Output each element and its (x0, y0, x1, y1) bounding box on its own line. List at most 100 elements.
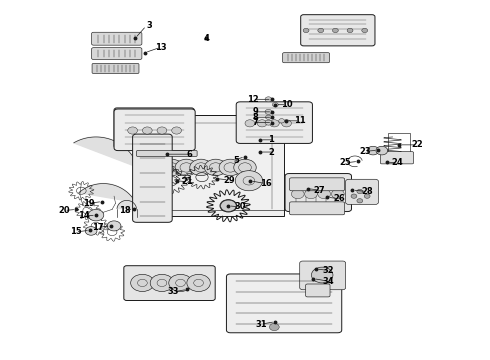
FancyBboxPatch shape (124, 266, 215, 301)
FancyBboxPatch shape (137, 150, 197, 156)
FancyBboxPatch shape (92, 63, 139, 73)
Polygon shape (79, 184, 135, 202)
Circle shape (279, 119, 285, 123)
FancyBboxPatch shape (380, 152, 414, 164)
Text: 5: 5 (233, 156, 239, 165)
FancyBboxPatch shape (92, 32, 142, 45)
Circle shape (376, 146, 388, 155)
Circle shape (187, 274, 210, 292)
Circle shape (235, 171, 263, 191)
Text: 3: 3 (147, 21, 152, 30)
Text: 22: 22 (411, 140, 423, 149)
Text: 6: 6 (186, 150, 192, 159)
FancyBboxPatch shape (283, 53, 330, 63)
Circle shape (88, 210, 104, 221)
Circle shape (220, 200, 236, 212)
FancyBboxPatch shape (157, 116, 284, 216)
Text: 27: 27 (314, 185, 325, 194)
Circle shape (367, 146, 379, 155)
FancyBboxPatch shape (226, 274, 342, 333)
Text: 33: 33 (168, 287, 179, 296)
Polygon shape (117, 201, 137, 208)
Circle shape (318, 189, 331, 199)
FancyBboxPatch shape (133, 134, 172, 222)
Circle shape (265, 109, 272, 114)
Circle shape (219, 159, 242, 176)
Text: 19: 19 (83, 199, 95, 208)
Circle shape (347, 28, 353, 33)
FancyBboxPatch shape (345, 179, 378, 204)
Circle shape (128, 127, 138, 134)
Text: 31: 31 (255, 320, 267, 329)
Text: 17: 17 (92, 223, 103, 232)
Text: 34: 34 (322, 276, 334, 285)
Circle shape (175, 159, 197, 176)
Text: 12: 12 (247, 95, 259, 104)
Circle shape (362, 28, 368, 33)
FancyBboxPatch shape (301, 15, 375, 46)
Circle shape (85, 226, 97, 235)
Circle shape (266, 115, 271, 120)
Polygon shape (74, 137, 138, 167)
Circle shape (265, 120, 272, 125)
Circle shape (150, 274, 173, 292)
FancyBboxPatch shape (300, 261, 345, 290)
Circle shape (234, 159, 256, 176)
Circle shape (312, 267, 333, 283)
Text: 28: 28 (361, 187, 373, 196)
FancyBboxPatch shape (290, 202, 344, 215)
Circle shape (357, 199, 363, 203)
Circle shape (303, 28, 309, 33)
Circle shape (160, 159, 183, 176)
FancyBboxPatch shape (114, 109, 195, 150)
Text: 4: 4 (203, 34, 209, 43)
Circle shape (332, 28, 338, 33)
FancyBboxPatch shape (114, 108, 194, 148)
Text: 8: 8 (253, 113, 259, 122)
FancyBboxPatch shape (306, 284, 330, 297)
Text: 18: 18 (119, 206, 130, 215)
Text: 11: 11 (294, 116, 306, 125)
Text: 15: 15 (70, 228, 81, 237)
Circle shape (265, 97, 272, 102)
Text: 29: 29 (223, 176, 235, 185)
Circle shape (357, 189, 363, 194)
Circle shape (190, 159, 212, 176)
Text: 21: 21 (181, 177, 193, 186)
FancyBboxPatch shape (236, 102, 313, 143)
Text: 26: 26 (333, 194, 344, 203)
Circle shape (157, 127, 167, 134)
Circle shape (257, 120, 267, 127)
FancyBboxPatch shape (285, 174, 351, 212)
Text: 32: 32 (322, 266, 334, 275)
Circle shape (292, 189, 304, 199)
Text: 1: 1 (269, 135, 274, 144)
Circle shape (172, 127, 181, 134)
Circle shape (270, 323, 279, 330)
Circle shape (318, 28, 324, 33)
Text: 2: 2 (269, 148, 274, 157)
Text: 7: 7 (253, 118, 259, 127)
Circle shape (107, 221, 121, 231)
Text: 24: 24 (392, 158, 403, 167)
Circle shape (364, 194, 370, 198)
Text: 30: 30 (234, 202, 246, 211)
Circle shape (351, 194, 357, 198)
Circle shape (331, 189, 344, 199)
FancyBboxPatch shape (290, 178, 344, 191)
Text: 9: 9 (253, 107, 259, 116)
Circle shape (282, 120, 292, 127)
Text: 14: 14 (78, 211, 90, 220)
Circle shape (131, 274, 154, 292)
Circle shape (204, 159, 227, 176)
Text: 16: 16 (260, 179, 271, 188)
Text: 10: 10 (281, 100, 293, 109)
Circle shape (245, 120, 255, 127)
Text: 13: 13 (155, 43, 166, 52)
FancyBboxPatch shape (92, 48, 142, 59)
Circle shape (169, 274, 192, 292)
Text: 20: 20 (58, 206, 70, 215)
Text: 25: 25 (340, 158, 351, 167)
Circle shape (272, 103, 278, 107)
Circle shape (305, 189, 318, 199)
